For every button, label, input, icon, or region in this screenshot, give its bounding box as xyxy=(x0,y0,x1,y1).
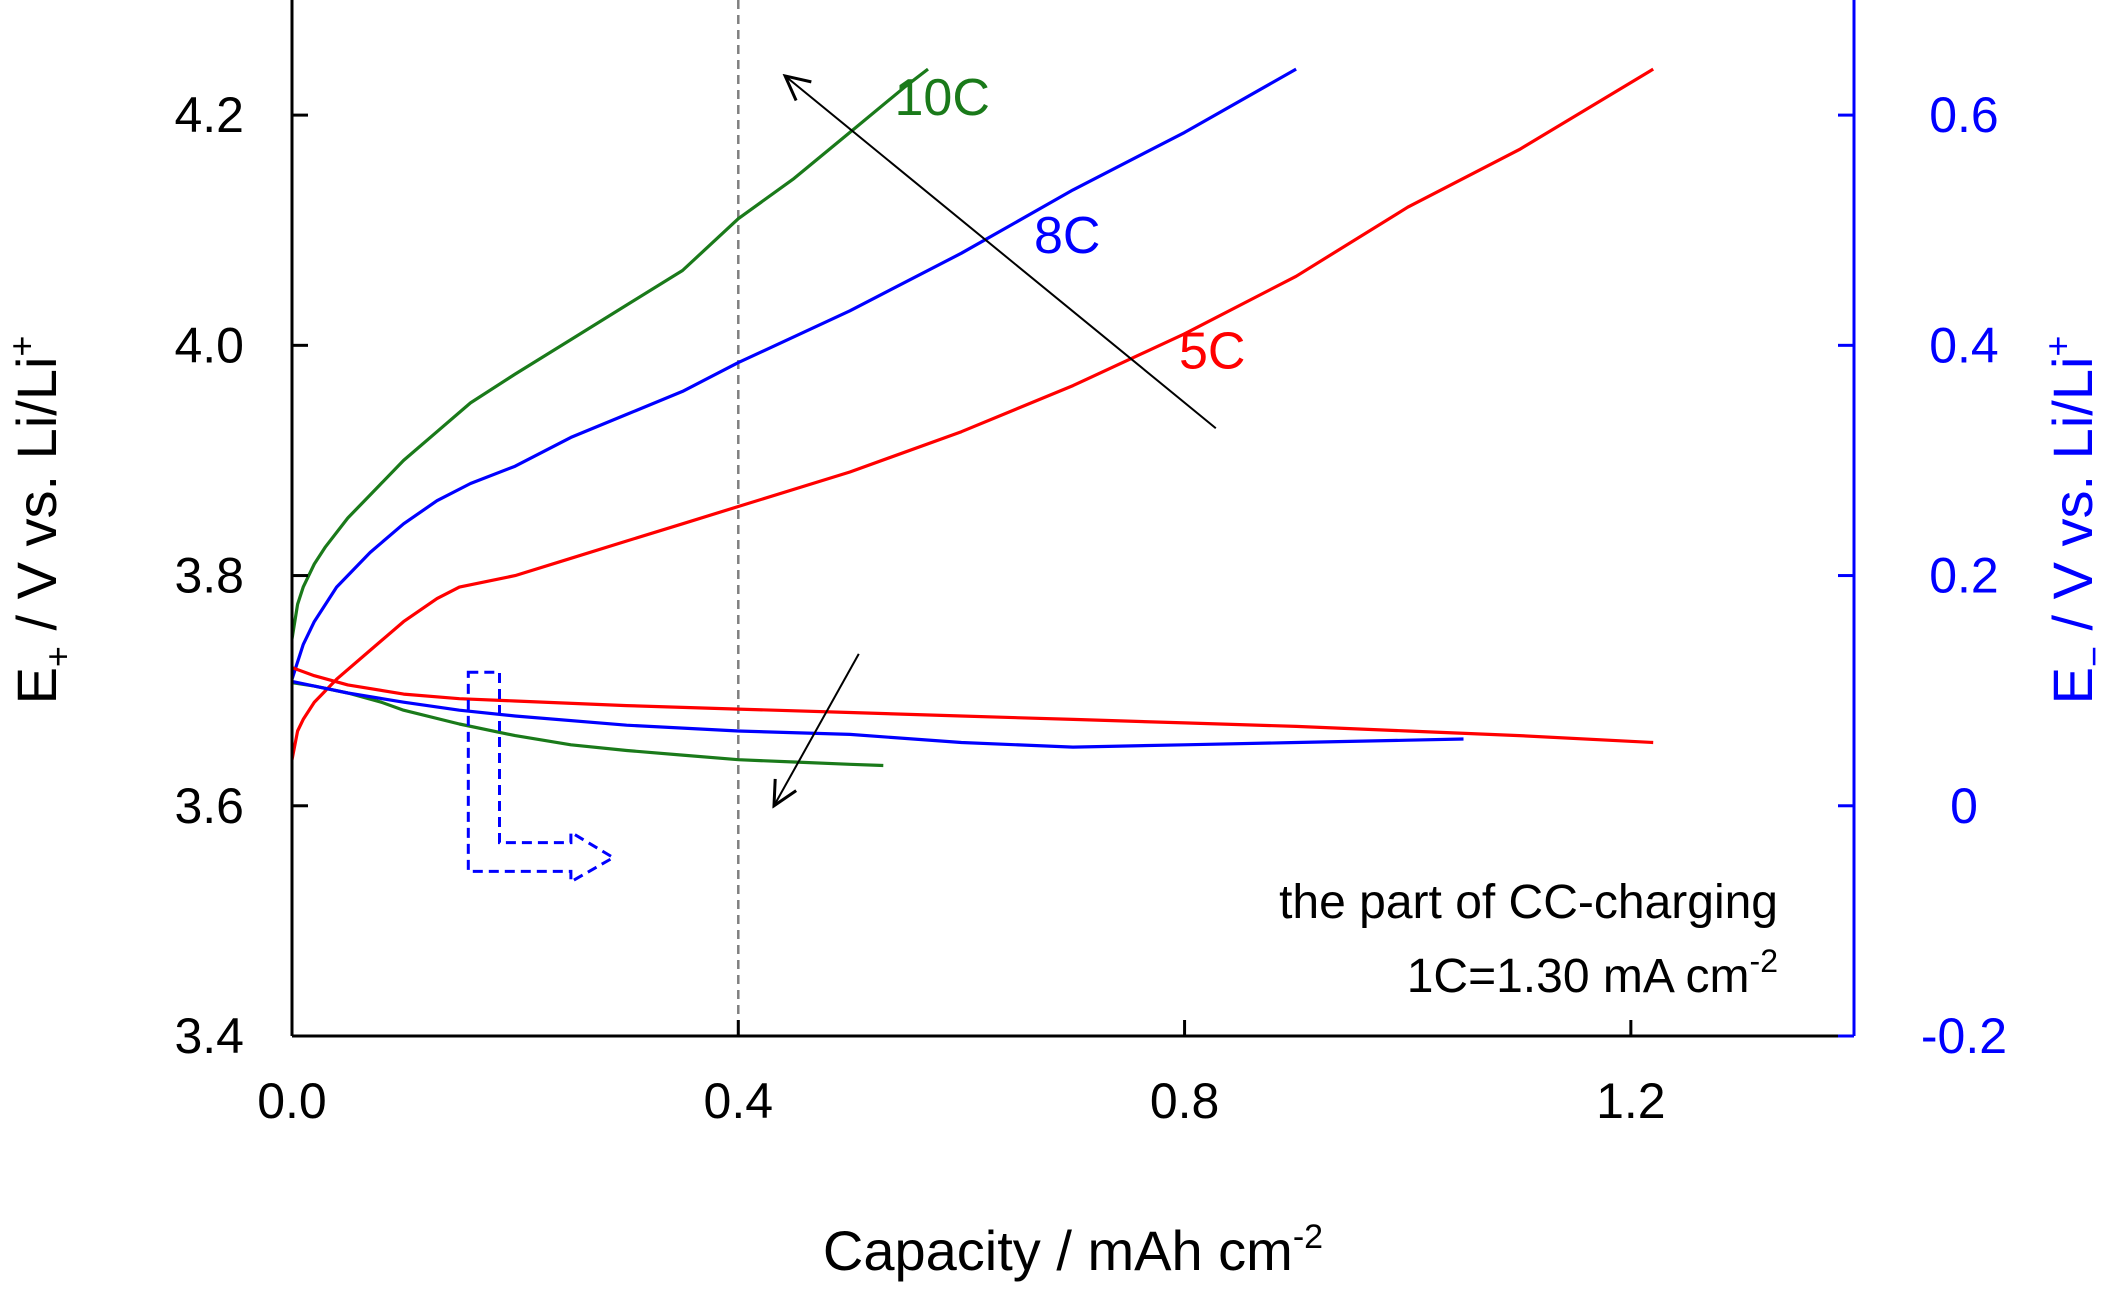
series-line-8c-right xyxy=(292,679,1464,749)
trend-arrow-1 xyxy=(785,76,1217,429)
axes xyxy=(290,0,1856,1038)
curve-label-5c: 5C xyxy=(1179,322,1245,380)
y-left-axis-label: E+ / V vs. Li/Li+ xyxy=(1,336,78,705)
labels: 0.0 0.4 0.8 1.2 3.4 3.6 3.8 4.0 4.2 -0.2 0 0.2 0.4 0.… xyxy=(1,69,2114,1282)
x-tick-label: 0.8 xyxy=(1150,1073,1220,1129)
trend-arrow-2 xyxy=(774,653,860,806)
ticks xyxy=(290,113,1854,1038)
x-tick-label: 0.0 xyxy=(257,1073,327,1129)
y-right-axis-label: E− / V vs. Li/Li+ xyxy=(2037,336,2114,705)
series-line-10c-right xyxy=(292,681,884,768)
series-line-5c-left xyxy=(292,67,1655,761)
curve-label-10c: 10C xyxy=(894,69,989,127)
series-line-5c-right xyxy=(292,666,1654,745)
y-left-tick-label: 3.8 xyxy=(174,548,244,604)
y-left-axis-label-text: E+ / V vs. Li/Li+ xyxy=(1,336,78,705)
curve-label-8c: 8C xyxy=(1034,207,1100,265)
annotation-line-2: 1C=1.30 mA cm-2 xyxy=(1407,943,1778,1003)
y-right-tick-label: 0.6 xyxy=(1929,87,1999,143)
y-right-tick-label: 0 xyxy=(1950,778,1978,834)
y-right-axis-label-text: E− / V vs. Li/Li+ xyxy=(2037,336,2114,705)
annotation-line-1: the part of CC-charging xyxy=(1279,876,1778,929)
y-right-tick-label: 0.2 xyxy=(1929,548,1999,604)
y-left-tick-label: 4.2 xyxy=(174,87,244,143)
series-line-8c-left xyxy=(292,67,1297,680)
y-left-tick-label: 4.0 xyxy=(174,317,244,373)
y-right-tick-label: 0.4 xyxy=(1929,317,1999,373)
right-axis-indicator-arrow xyxy=(466,670,617,885)
y-right-tick-label: -0.2 xyxy=(1921,1008,2007,1064)
x-tick-label: 0.4 xyxy=(704,1073,774,1129)
y-left-tick-label: 3.6 xyxy=(174,778,244,834)
series-line-10c-left xyxy=(292,67,929,640)
x-tick-label: 1.2 xyxy=(1596,1073,1666,1129)
x-axis-label: Capacity / mAh cm-2 xyxy=(823,1218,1323,1282)
y-left-tick-label: 3.4 xyxy=(174,1008,244,1064)
